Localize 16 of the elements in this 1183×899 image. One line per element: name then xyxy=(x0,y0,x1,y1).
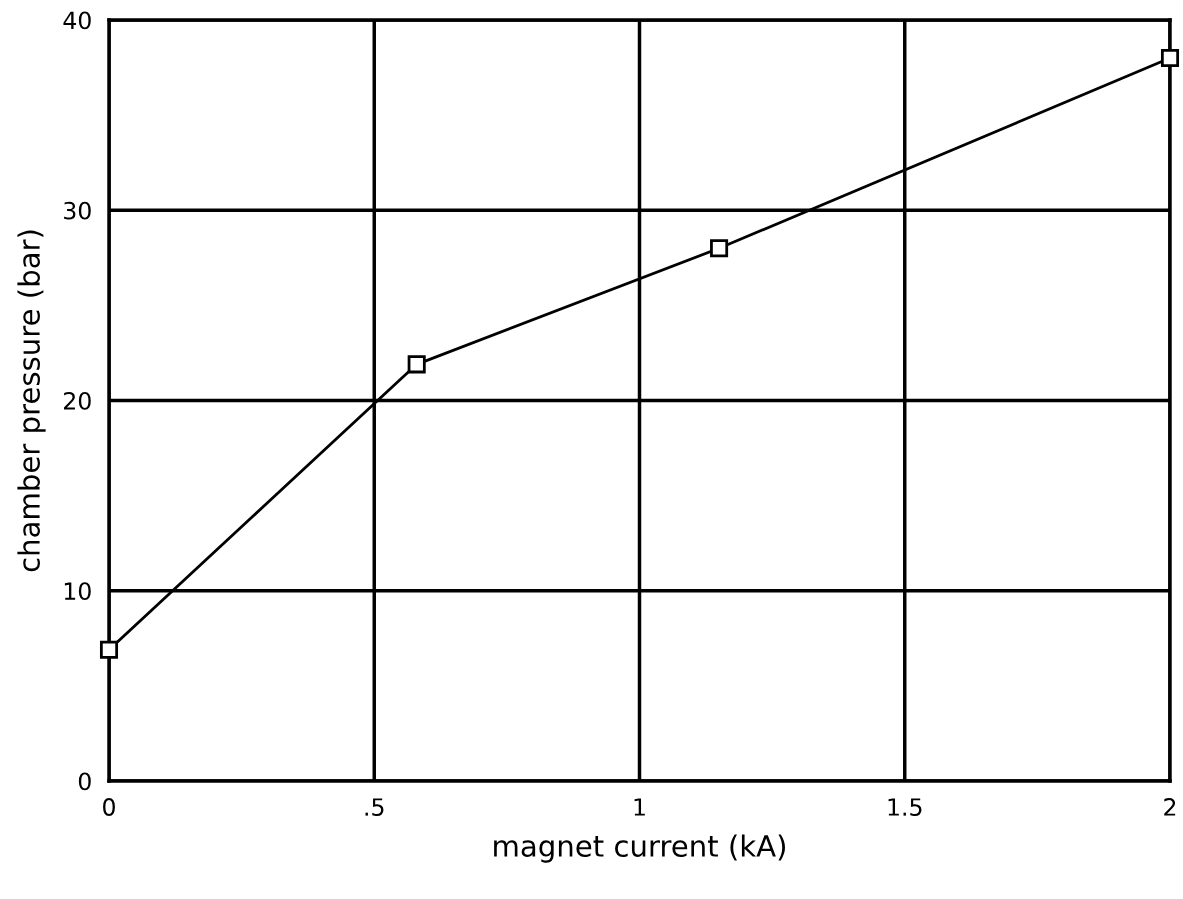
y-tick-label: 10 xyxy=(64,582,91,601)
point xyxy=(99,640,119,659)
point xyxy=(407,355,426,374)
point xyxy=(710,239,729,258)
x-tick-label: 0 xyxy=(103,798,115,816)
y-tick-label: 0 xyxy=(78,772,91,791)
x-tick-label: 2 xyxy=(1164,798,1176,816)
point xyxy=(1160,49,1180,68)
x-tick-label: .5 xyxy=(365,798,384,816)
y-tick-label: 40 xyxy=(63,11,91,30)
x-axis-title: magnet current (kA) xyxy=(494,834,785,863)
y-tick-label: 30 xyxy=(64,201,91,220)
y-axis-title: chamber pressure (bar) xyxy=(17,230,46,572)
y-tick-label: 20 xyxy=(64,391,91,410)
x-tick-label: 1 xyxy=(634,798,645,816)
x-tick-label: 1.5 xyxy=(888,798,922,816)
